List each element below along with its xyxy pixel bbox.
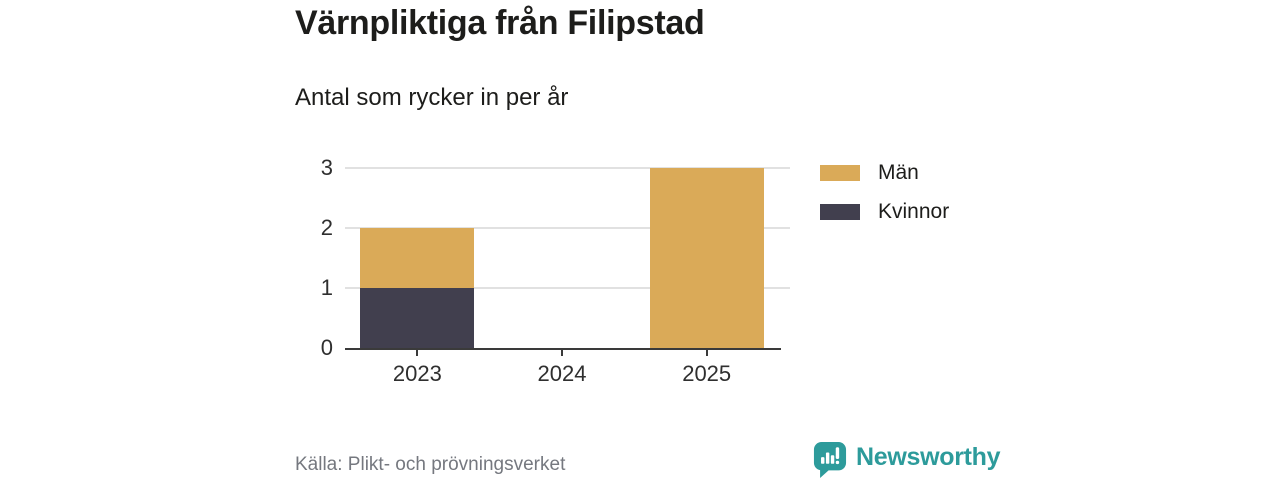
legend-label: Män — [878, 161, 919, 184]
bar-segment-män — [649, 168, 764, 348]
category-band: 2023 — [345, 168, 490, 386]
chart-subtitle: Antal som rycker in per år — [295, 84, 569, 111]
category-band: 2025 — [634, 168, 779, 386]
legend-item-män: Män — [820, 161, 949, 185]
newsworthy-logo-icon — [813, 442, 847, 478]
x-axis-tick — [561, 349, 563, 356]
legend-swatch — [820, 165, 860, 181]
y-tick-label: 1 — [320, 275, 333, 300]
gridline — [345, 227, 790, 229]
stacked-bar — [649, 168, 764, 348]
brand-logo: Newsworthy — [813, 441, 1001, 479]
y-tick-label: 2 — [320, 215, 333, 240]
stacked-bar — [505, 168, 619, 348]
y-tick-label: 3 — [320, 155, 333, 180]
stacked-bar — [360, 168, 475, 348]
x-tick-label: 2024 — [537, 361, 587, 386]
x-axis-tick — [416, 349, 419, 356]
x-tick-label: 2023 — [392, 361, 442, 386]
y-tick-label: 0 — [320, 335, 333, 360]
plot-area: 2023 2024 2025 — [345, 167, 790, 386]
bar-segment-kvinnor — [360, 288, 475, 348]
bar-segment-män — [360, 228, 475, 288]
legend: Män Kvinnor — [820, 161, 949, 239]
chart-title: Värnpliktiga från Filipstad — [295, 4, 705, 42]
category-band: 2024 — [490, 168, 635, 386]
brand-name: Newsworthy — [856, 442, 1001, 471]
gridline — [345, 287, 790, 289]
x-axis-line — [345, 347, 781, 350]
bar-bands: 2023 2024 2025 — [345, 168, 779, 386]
legend-swatch — [820, 204, 860, 220]
x-tick-label: 2025 — [682, 361, 732, 386]
source-note: Källa: Plikt- och prövningsverket — [295, 454, 566, 475]
x-axis-tick — [705, 349, 708, 356]
gridline — [345, 167, 790, 169]
legend-label: Kvinnor — [878, 200, 950, 223]
legend-item-kvinnor: Kvinnor — [820, 200, 949, 224]
